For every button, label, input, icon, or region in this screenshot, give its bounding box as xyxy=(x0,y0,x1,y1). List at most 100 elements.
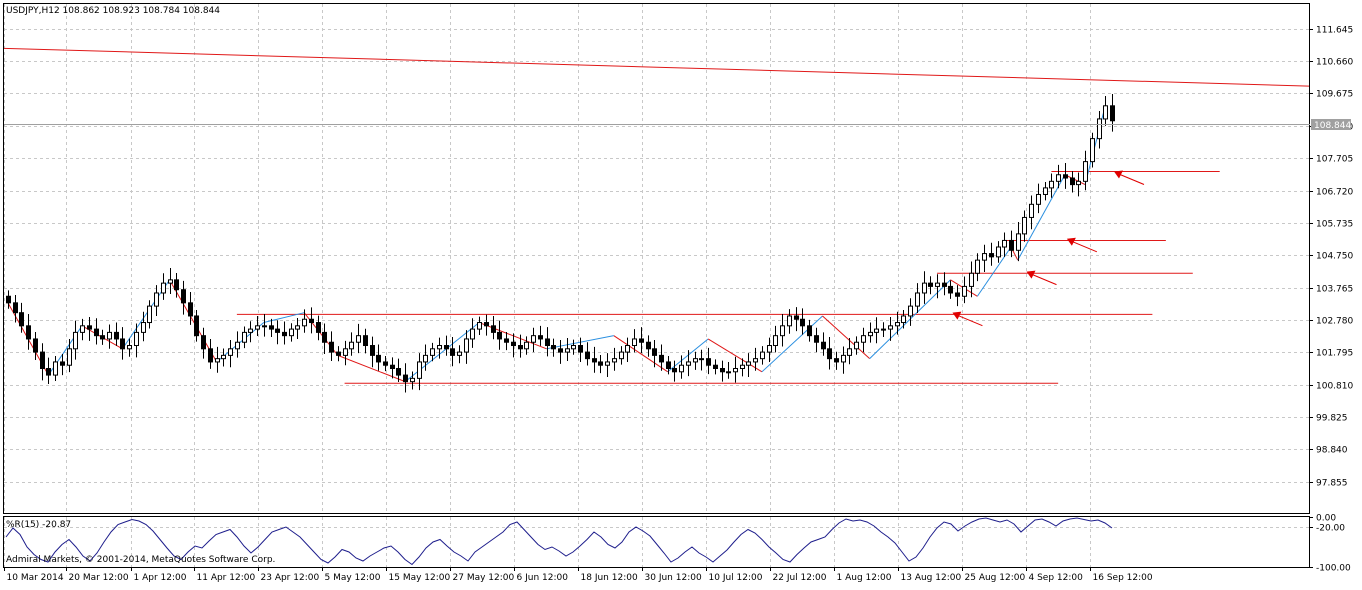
time-tick-label: 6 Jun 12:00 xyxy=(517,573,569,583)
price-tick-label: 109.675 xyxy=(1316,90,1353,100)
candle-body xyxy=(309,318,314,324)
candle-body xyxy=(868,331,873,337)
candle-body xyxy=(672,368,677,373)
zigzag-segment xyxy=(707,338,763,373)
candle-body xyxy=(289,328,294,337)
candle-body xyxy=(780,325,785,337)
candle-body xyxy=(746,361,751,366)
candle-body xyxy=(464,338,469,353)
zigzag-segment xyxy=(976,246,1012,297)
candle-body xyxy=(538,335,543,340)
candle-body xyxy=(1036,193,1041,205)
candle-body xyxy=(396,368,401,376)
candle-body xyxy=(430,348,435,356)
candle-body xyxy=(598,361,603,366)
indicator-tick-label: -20.00 xyxy=(1316,524,1345,534)
zigzag-segment xyxy=(337,354,406,383)
candle-body xyxy=(854,341,859,350)
candle-body xyxy=(33,338,38,353)
candle-body xyxy=(423,354,428,363)
current-price-label: 108.844 xyxy=(1314,121,1351,131)
price-tick-label: 100.810 xyxy=(1316,382,1353,392)
candle-body xyxy=(444,345,449,350)
trendline[interactable] xyxy=(3,47,1310,87)
candle-body xyxy=(161,282,166,294)
price-tick-label: 102.780 xyxy=(1316,317,1353,327)
candle-body xyxy=(619,351,624,360)
candle-body xyxy=(6,295,11,304)
candle-body xyxy=(989,253,994,258)
candle-body xyxy=(228,348,233,356)
time-tick-label: 18 Jun 12:00 xyxy=(581,573,638,583)
candle-body xyxy=(969,272,974,287)
arrow-shaft xyxy=(1119,174,1145,185)
candle-body xyxy=(1002,239,1007,248)
candle-body xyxy=(518,345,523,350)
candle-body xyxy=(612,358,617,363)
candle-body xyxy=(686,361,691,366)
candle-body xyxy=(646,341,651,350)
candle-body xyxy=(861,335,866,343)
symbol-header: USDJPY,H12 108.862 108.923 108.784 108.8… xyxy=(6,6,220,16)
candle-body xyxy=(874,328,879,333)
candle-body xyxy=(699,358,704,361)
candle-body xyxy=(794,315,799,320)
candle-body xyxy=(571,345,576,350)
candle-body xyxy=(1009,239,1014,251)
time-tick-label: 10 Jul 12:00 xyxy=(709,573,763,583)
candle-body xyxy=(383,361,388,366)
time-tick-label: 13 Aug 12:00 xyxy=(901,573,962,583)
candle-body xyxy=(349,341,354,350)
candle-body xyxy=(948,285,953,294)
candle-body xyxy=(625,345,630,353)
candle-body xyxy=(888,325,893,330)
candle-body xyxy=(585,351,590,360)
candle-body xyxy=(322,331,327,343)
candle-body xyxy=(390,364,395,370)
candle-body xyxy=(565,348,570,353)
candle-body xyxy=(545,338,550,347)
candle-body xyxy=(982,253,987,261)
candle-body xyxy=(773,335,778,347)
candle-body xyxy=(693,358,698,363)
price-tick-label: 101.795 xyxy=(1316,349,1353,359)
candle-body xyxy=(53,361,58,376)
candle-body xyxy=(524,341,529,350)
price-tick-label: 97.855 xyxy=(1316,479,1348,489)
candle-body xyxy=(605,361,610,366)
candle-body xyxy=(282,331,287,337)
candle-body xyxy=(154,292,159,307)
candle-body xyxy=(652,348,657,356)
candle-body xyxy=(329,341,334,353)
indicator-tick-label: 0.00 xyxy=(1316,514,1336,524)
candle-body xyxy=(174,279,179,291)
candle-body xyxy=(632,338,637,347)
candle-body xyxy=(363,335,368,347)
candle-body xyxy=(713,364,718,370)
candle-body xyxy=(316,322,321,333)
main-pane-frame xyxy=(3,3,1310,514)
candle-body xyxy=(67,348,72,366)
candle-body xyxy=(336,351,341,356)
candle-body xyxy=(120,338,125,350)
candle-body xyxy=(787,315,792,327)
arrow-head xyxy=(1114,170,1123,179)
zigzag-segment xyxy=(822,315,870,360)
candle-body xyxy=(100,335,105,340)
candle-body xyxy=(437,345,442,350)
candle-body xyxy=(343,348,348,356)
candle-body xyxy=(720,368,725,373)
time-tick-label: 16 Sep 12:00 xyxy=(1093,573,1153,583)
candle-body xyxy=(1070,177,1075,186)
candle-body xyxy=(410,377,415,383)
candle-body xyxy=(208,348,213,363)
candle-body xyxy=(194,315,199,337)
candle-body xyxy=(477,322,482,330)
candle-body xyxy=(1022,216,1027,235)
arrow-head xyxy=(952,311,962,320)
candle-body xyxy=(767,345,772,353)
candle-body xyxy=(841,354,846,363)
time-tick-label: 15 May 12:00 xyxy=(389,573,451,583)
